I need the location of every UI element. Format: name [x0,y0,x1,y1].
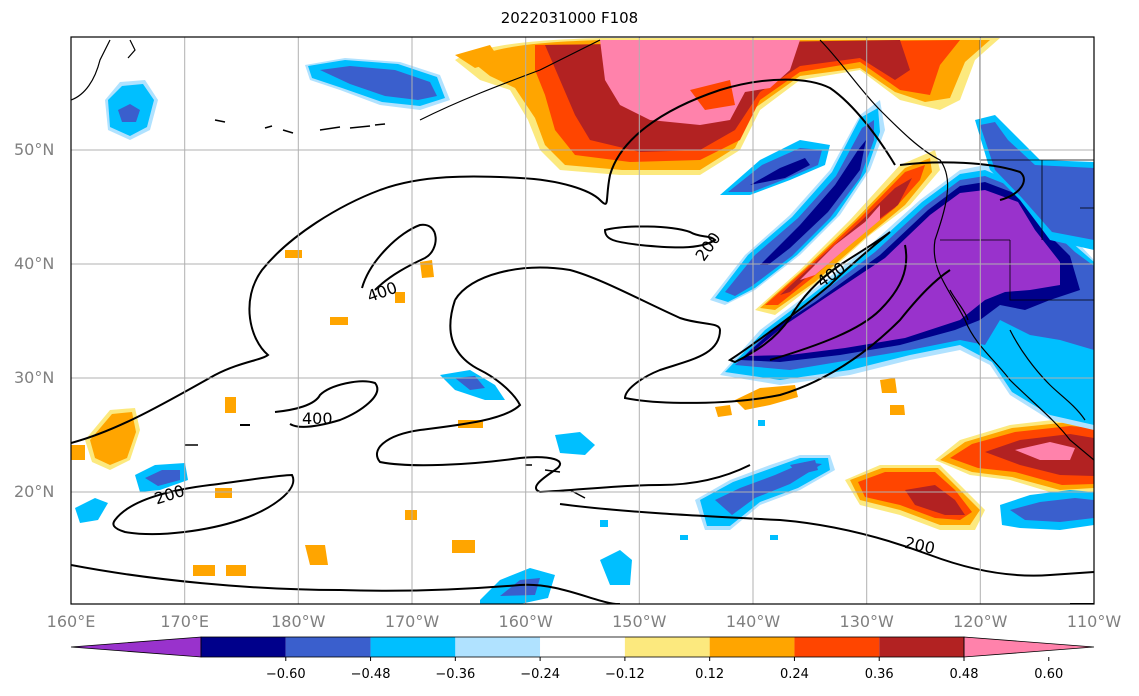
colorbar-swatch [370,637,456,657]
lon-label: 130°W [839,612,894,631]
colorbar-tick-label: −0.24 [520,667,561,682]
map-title: 2022031000 F108 [500,9,639,27]
lat-label: 30°N [14,368,55,387]
lon-label: 160°E [46,612,96,631]
colorbar-tick-label: 0.60 [1034,667,1064,682]
colorbar-tick-label: 0.48 [949,667,979,682]
coastlines [71,39,1094,461]
contour-label: 400 [302,409,333,428]
lon-label: 160°W [498,612,553,631]
lon-label: 120°W [953,612,1008,631]
lon-label: 180°W [271,612,326,631]
colorbar-swatch [794,637,880,657]
colorbar-swatch [624,637,710,657]
map-frame [70,36,1095,605]
colorbar-swatch [285,637,371,657]
map-field [71,38,1094,604]
colorbar-tick-label: −0.12 [604,667,645,682]
colorbar-swatch [879,637,964,657]
lat-label: 40°N [14,254,55,273]
lon-label: 170°W [384,612,440,631]
colorbar-swatch [963,636,1095,658]
contour-lines [71,78,1094,604]
colorbar-tick-label: 0.12 [695,667,725,682]
colorbar-tick-label: 0.36 [864,667,894,682]
colorbar-tick-label: −0.36 [435,667,476,682]
colorbar-swatch [455,637,541,657]
lon-label: 170°E [160,612,210,631]
colorbar-swatch [201,637,286,657]
lat-label: 50°N [14,140,55,159]
lon-label: 140°W [725,612,781,631]
colorbar-tick-label: −0.48 [350,667,391,682]
lon-label: 150°W [612,612,667,631]
lon-label: 110°W [1066,612,1122,631]
colorbar-tick-label: −0.60 [265,667,306,682]
colorbar-swatch [70,636,202,658]
lat-label: 20°N [14,482,55,501]
colorbar-swatch [709,637,795,657]
warm-anomaly-gulf-of-alaska-peak [600,40,800,125]
gridlines [71,37,1094,604]
colorbar-swatch [540,637,625,657]
colorbar [70,636,1095,661]
colorbar-tick-label: 0.24 [779,667,809,682]
